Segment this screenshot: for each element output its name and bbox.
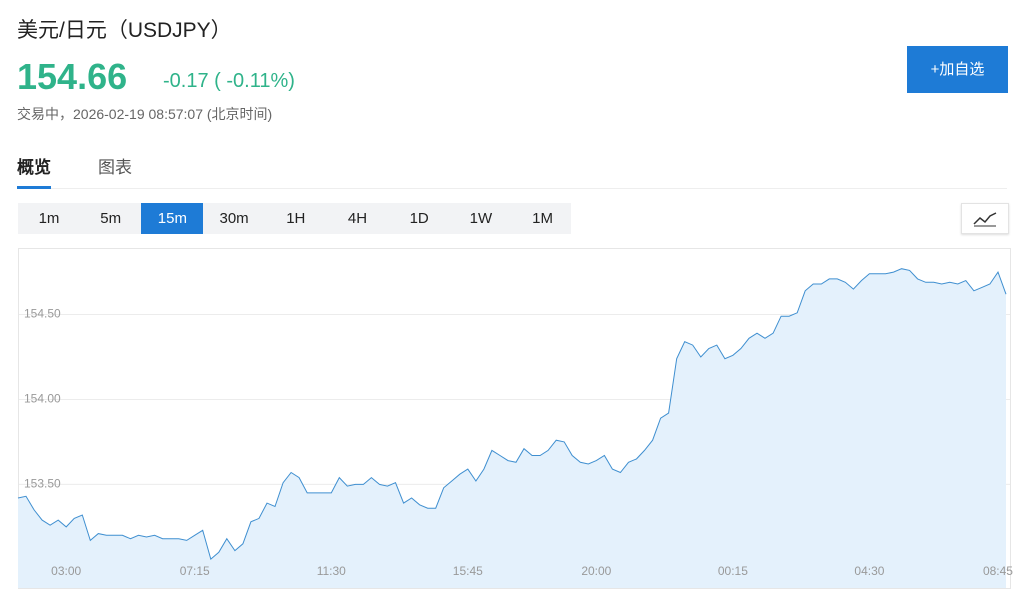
price-line xyxy=(17,268,1007,560)
tab[interactable]: 图表 xyxy=(98,158,132,177)
y-tick-label: 154.50 xyxy=(24,307,61,321)
chart-type-button[interactable] xyxy=(961,203,1009,234)
title: 美元/日元（USDJPY） xyxy=(17,19,232,42)
chart-type-icon xyxy=(973,212,997,227)
area-fill xyxy=(18,268,1006,588)
x-tick-label: 00:15 xyxy=(718,564,748,578)
interval-option[interactable]: 1m xyxy=(38,210,60,227)
x-tick-label: 08:45 xyxy=(983,564,1013,578)
add-watchlist-button[interactable]: +加自选 xyxy=(907,46,1008,93)
interval-option[interactable]: 1D xyxy=(409,210,429,227)
interval-bar: 1m 5m 15m 30m 1H 4H 1D 1W 1M xyxy=(18,203,571,234)
x-tick-label: 11:30 xyxy=(317,564,346,578)
change: -0.17 ( -0.11%) xyxy=(163,70,295,92)
chart-frame xyxy=(18,248,1011,589)
tabs: 概览 图表 xyxy=(17,153,1007,189)
tab[interactable]: 概览 xyxy=(17,153,51,189)
interval-option[interactable]: 15m xyxy=(141,203,204,234)
x-tick-label: 04:30 xyxy=(854,564,884,578)
x-tick-label: 07:15 xyxy=(180,564,210,578)
x-tick-label: 20:00 xyxy=(581,564,611,578)
y-tick-label: 153.00 xyxy=(24,561,61,575)
price: 154.66 xyxy=(17,56,128,97)
interval-option[interactable]: 1W xyxy=(469,210,493,227)
interval-option[interactable]: 30m xyxy=(219,210,249,227)
interval-option[interactable]: 5m xyxy=(100,210,122,227)
y-tick-label: 153.50 xyxy=(24,477,61,491)
y-tick-label: 154.00 xyxy=(24,392,61,406)
interval-option[interactable]: 1H xyxy=(286,210,306,227)
status: 交易中，2026-02-19 08:57:07 (北京时间) xyxy=(17,106,273,122)
x-tick-label: 15:45 xyxy=(453,564,483,578)
interval-option[interactable]: 4H xyxy=(347,210,368,227)
x-tick-label: 03:00 xyxy=(51,564,81,578)
interval-option[interactable]: 1M xyxy=(532,210,554,227)
